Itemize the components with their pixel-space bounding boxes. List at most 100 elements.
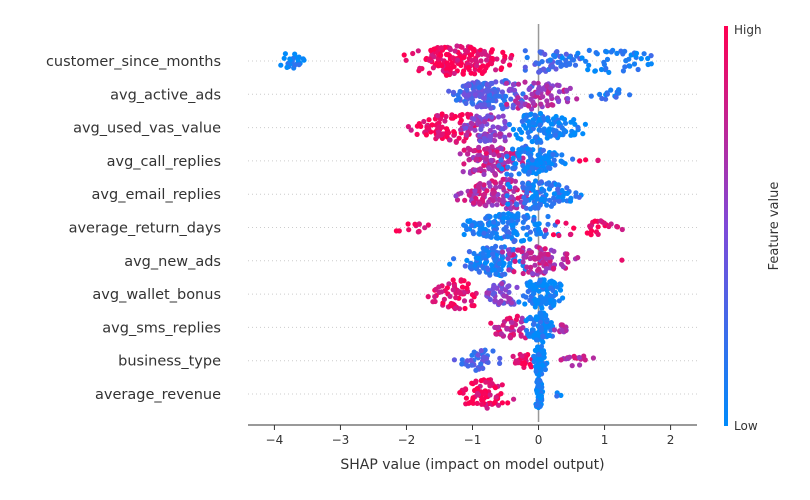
shap-point [608, 49, 614, 55]
shap-point [545, 128, 551, 134]
shap-point [487, 127, 493, 134]
x-tick-label: −1 [464, 433, 482, 447]
shap-point [501, 293, 507, 299]
shap-point [496, 300, 502, 306]
shap-point [284, 64, 290, 70]
shap-point [439, 124, 445, 130]
shap-point [459, 284, 466, 290]
shap-point [466, 92, 472, 98]
shap-point [550, 151, 556, 157]
shap-point [550, 64, 556, 70]
shap-point [538, 343, 545, 350]
shap-point [555, 182, 562, 188]
shap-point [533, 337, 540, 343]
shap-point [481, 68, 487, 74]
shap-point [575, 255, 581, 261]
shap-point [478, 221, 484, 227]
shap-point [536, 383, 542, 389]
shap-point [533, 134, 539, 140]
shap-point [539, 196, 545, 202]
shap-point [478, 361, 484, 367]
shap-point [488, 157, 494, 163]
shap-point [515, 81, 522, 87]
shap-point [493, 67, 499, 73]
shap-point [475, 255, 481, 261]
shap-point [550, 232, 557, 238]
shap-point [504, 171, 510, 177]
shap-point [438, 52, 444, 58]
shap-point [393, 228, 399, 234]
shap-point [464, 257, 470, 263]
shap-point [528, 111, 534, 117]
shap-point [604, 49, 610, 55]
shap-point [549, 102, 555, 108]
shap-point [556, 298, 562, 304]
shap-point [406, 227, 412, 233]
shap-point [545, 221, 551, 227]
shap-point [498, 157, 504, 163]
shap-point [519, 353, 525, 359]
shap-point [472, 262, 478, 268]
shap-point [564, 87, 570, 93]
shap-point [638, 56, 644, 62]
shap-point [487, 296, 493, 303]
shap-point [498, 180, 504, 186]
shap-point [490, 291, 496, 297]
shap-point [447, 261, 453, 267]
shap-point [540, 259, 546, 265]
shap-point [508, 172, 514, 178]
shap-point [592, 68, 598, 74]
shap-point [626, 56, 632, 62]
shap-point [515, 213, 521, 220]
shap-point [525, 224, 531, 230]
shap-point [476, 85, 482, 91]
shap-point [438, 45, 444, 51]
shap-point [507, 334, 513, 340]
shap-point [544, 202, 550, 208]
shap-point [542, 269, 548, 275]
shap-point [576, 354, 582, 361]
shap-point [508, 319, 515, 325]
shap-point [536, 351, 542, 358]
shap-point [526, 134, 532, 140]
shap-point [472, 92, 478, 98]
shap-point [565, 96, 571, 102]
shap-point [477, 201, 483, 207]
shap-point [555, 186, 561, 192]
shap-point [446, 281, 452, 287]
shap-point [514, 202, 520, 208]
shap-point [585, 67, 591, 73]
shap-point [475, 184, 481, 190]
shap-point [494, 325, 500, 331]
shap-point [572, 62, 579, 68]
shap-point [452, 48, 458, 54]
shap-point [471, 349, 477, 355]
shap-point [551, 248, 557, 254]
shap-point [499, 281, 505, 287]
shap-point [410, 50, 416, 57]
shap-point [476, 268, 482, 275]
shap-point [543, 312, 549, 318]
shap-point [548, 280, 555, 286]
beeswarm-points [278, 43, 654, 411]
shap-point [541, 116, 547, 122]
shap-point [471, 116, 477, 122]
shap-point [520, 91, 526, 97]
shap-point [527, 206, 534, 212]
shap-point [586, 47, 592, 54]
shap-point [412, 221, 418, 227]
shap-point [454, 197, 461, 203]
shap-point [516, 299, 522, 305]
shap-point [432, 298, 438, 305]
shap-point [470, 231, 477, 237]
shap-point [506, 87, 512, 94]
shap-point [477, 166, 483, 172]
shap-point [499, 249, 506, 255]
feature-label: avg_active_ads [110, 87, 221, 103]
shap-point [486, 102, 492, 108]
shap-point [534, 402, 540, 408]
shap-point [500, 113, 506, 119]
shap-point [523, 165, 529, 171]
shap-point [498, 331, 504, 337]
shap-point [620, 68, 627, 74]
